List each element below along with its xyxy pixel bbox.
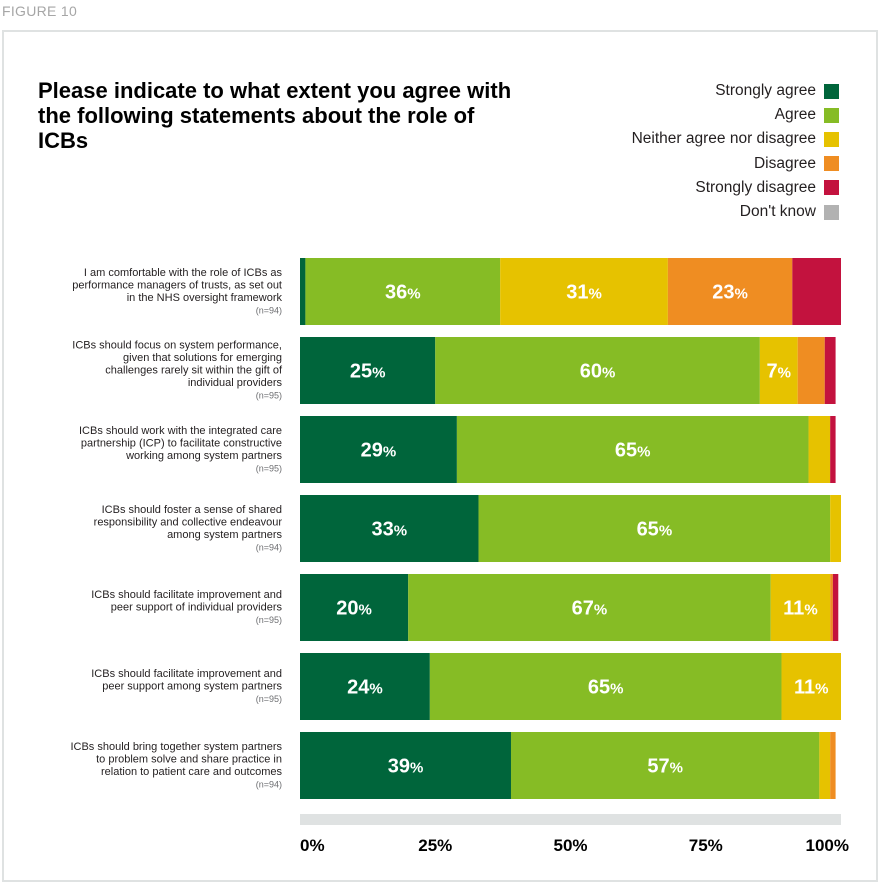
bar-segment bbox=[300, 495, 479, 562]
bar-segment bbox=[300, 337, 436, 404]
data-label: 25% bbox=[350, 361, 386, 383]
bar-segment bbox=[300, 732, 511, 799]
bar-segment bbox=[456, 416, 809, 483]
legend-label: Strongly disagree bbox=[695, 178, 816, 196]
legend-swatch bbox=[824, 83, 839, 99]
data-label: 11% bbox=[783, 598, 818, 620]
bar-segment bbox=[770, 574, 831, 641]
legend-swatch bbox=[824, 156, 839, 172]
data-label: 29% bbox=[361, 440, 397, 462]
data-label: 65% bbox=[637, 519, 673, 541]
bar-segment bbox=[478, 495, 831, 562]
category-label: ICBs should bring together system partne… bbox=[70, 741, 282, 790]
data-label: 57% bbox=[647, 756, 683, 778]
x-tick-label: 75% bbox=[689, 836, 723, 855]
legend-label: Agree bbox=[774, 106, 816, 124]
data-label: 20% bbox=[336, 598, 372, 620]
bar-segment bbox=[792, 258, 841, 325]
data-label: 67% bbox=[572, 598, 608, 620]
legend-label: Neither agree nor disagree bbox=[631, 130, 816, 148]
data-label: 65% bbox=[615, 440, 651, 462]
bar-segment bbox=[819, 732, 831, 799]
bar-segment bbox=[797, 337, 825, 404]
bar-segment bbox=[830, 574, 833, 641]
bar-segment bbox=[759, 337, 798, 404]
data-label: 33% bbox=[371, 519, 407, 541]
x-tick-label: 50% bbox=[553, 836, 587, 855]
x-tick-label: 25% bbox=[418, 836, 452, 855]
bar-segment bbox=[300, 258, 306, 325]
data-label: 23% bbox=[712, 282, 748, 304]
category-label: I am comfortable with the role of ICBs a… bbox=[72, 267, 282, 316]
legend-item: Strongly agree bbox=[632, 79, 839, 103]
bar-segment bbox=[429, 653, 782, 720]
data-label: 39% bbox=[388, 756, 424, 778]
bar-segment bbox=[305, 258, 501, 325]
category-label: ICBs should foster a sense of shared resp… bbox=[94, 504, 283, 553]
legend-label: Disagree bbox=[753, 154, 816, 172]
bar-segment bbox=[830, 732, 836, 799]
data-label: 31% bbox=[566, 282, 602, 304]
legend-item: Disagree bbox=[632, 152, 839, 176]
legend-item: Agree bbox=[632, 103, 839, 127]
bar-segment bbox=[824, 337, 836, 404]
bar-segment bbox=[435, 337, 760, 404]
bar-segment bbox=[781, 653, 841, 720]
bar-segment bbox=[408, 574, 771, 641]
bar-segment bbox=[500, 258, 668, 325]
bar-segment bbox=[830, 495, 841, 562]
x-tick-label: 100% bbox=[806, 836, 849, 855]
category-label: ICBs should focus on system performance,… bbox=[72, 340, 283, 401]
category-label: ICBs should work with the integrated car… bbox=[79, 425, 282, 474]
figure-label: FIGURE 10 bbox=[2, 3, 78, 19]
bar-segment bbox=[510, 732, 820, 799]
legend-item: Neither agree nor disagree bbox=[632, 127, 839, 151]
legend-label: Don't know bbox=[739, 203, 816, 221]
data-label: 36% bbox=[385, 282, 421, 304]
bar-segment bbox=[667, 258, 793, 325]
chart-panel bbox=[2, 30, 878, 882]
legend: Strongly agree Agree Neither agree nor dis… bbox=[632, 79, 839, 224]
x-tick-label: 0% bbox=[300, 836, 325, 855]
bar-segment bbox=[808, 416, 831, 483]
data-label: 65% bbox=[588, 677, 624, 699]
category-label: ICBs should facilitate improvement and pe… bbox=[91, 668, 282, 704]
data-label: 11% bbox=[794, 677, 829, 699]
chart-title: Please indicate to what extent you agree… bbox=[38, 78, 512, 153]
data-label: 60% bbox=[580, 361, 616, 383]
legend-swatch bbox=[824, 107, 839, 123]
x-axis bbox=[300, 814, 841, 825]
bar-segment bbox=[300, 574, 409, 641]
legend-swatch bbox=[824, 131, 839, 147]
legend-swatch bbox=[824, 204, 839, 220]
legend-swatch bbox=[824, 180, 839, 196]
legend-item: Strongly disagree bbox=[632, 176, 839, 200]
category-label: ICBs should facilitate improvement and pe… bbox=[91, 589, 282, 625]
data-label: 7% bbox=[767, 361, 791, 383]
data-label: 24% bbox=[347, 677, 383, 699]
bar-segment bbox=[830, 416, 836, 483]
legend-label: Strongly agree bbox=[715, 82, 816, 100]
bar-segment bbox=[300, 653, 430, 720]
bar-segment bbox=[832, 574, 839, 641]
legend-item: Don't know bbox=[632, 200, 839, 224]
bar-segment bbox=[300, 416, 457, 483]
